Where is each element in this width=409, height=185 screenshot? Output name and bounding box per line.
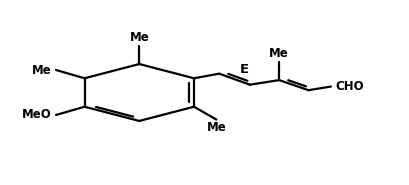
Text: MeO: MeO [22,108,52,122]
Text: Me: Me [269,47,289,60]
Text: Me: Me [129,31,149,44]
Text: E: E [240,63,249,76]
Text: Me: Me [32,63,52,77]
Text: CHO: CHO [335,80,364,93]
Text: Me: Me [207,121,226,134]
